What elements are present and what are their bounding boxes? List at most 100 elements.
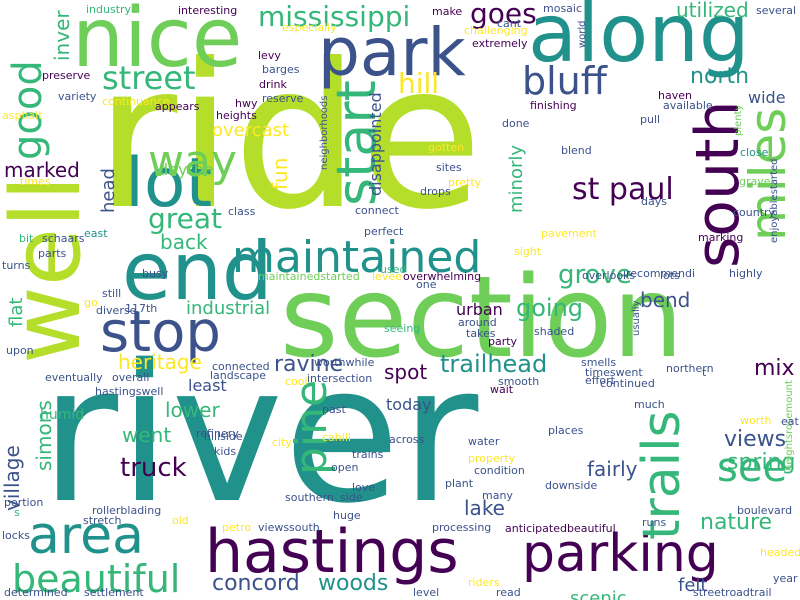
word-neighborhoods: neighborhoods — [319, 95, 330, 171]
word-gotten: gotten — [428, 141, 465, 154]
word-inver: inver — [50, 10, 74, 61]
word-several: several — [756, 4, 797, 17]
word-schaars: schaars — [42, 232, 85, 245]
word-spot: spot — [384, 360, 428, 384]
word-worth: worth — [740, 414, 772, 427]
word-truck: truck — [120, 453, 187, 483]
word-cant: cant — [497, 17, 522, 30]
word-side: side — [340, 491, 363, 504]
word-love: love — [352, 481, 376, 494]
word-north: north — [690, 64, 750, 89]
word-ride: ride — [95, 21, 483, 254]
word-overall: overall — [112, 371, 150, 384]
word-sight: sight — [514, 245, 542, 258]
word-disappointed: disappointed — [366, 92, 385, 196]
word-times: times — [20, 175, 51, 188]
word-kids: kids — [214, 445, 237, 458]
word-lot: lot — [125, 144, 213, 223]
word-scenic: scenic — [570, 588, 627, 600]
word-busy: busy — [142, 267, 169, 280]
word-wide: wide — [748, 88, 786, 107]
word-much: much — [634, 398, 665, 411]
word-turns: turns — [2, 259, 31, 272]
word-see: see — [717, 445, 788, 491]
word-petro: petro — [222, 521, 252, 534]
word-area: area — [28, 506, 144, 566]
word-mix: mix — [754, 356, 795, 381]
word-refinery: refinery — [196, 427, 239, 440]
word-used: used — [380, 263, 407, 276]
word-drops: drops — [420, 185, 451, 198]
word-went: went — [122, 423, 172, 447]
word-blend: blend — [561, 144, 592, 157]
word-east: east — [84, 227, 108, 240]
word-streetroadtrail: streetroadtrail — [693, 586, 772, 599]
word-highly: highly — [729, 267, 763, 280]
word-park: park — [318, 14, 466, 91]
word-downside: downside — [545, 479, 598, 492]
word-city: city — [272, 436, 292, 449]
word-headed: headed — [760, 546, 800, 559]
word-still: still — [102, 287, 122, 300]
word-nature: nature — [700, 510, 773, 535]
word-rollerblading: rollerblading — [92, 504, 162, 517]
word-asphalt: asphalt — [2, 109, 43, 122]
word-heights: heights — [216, 109, 257, 122]
word-mosaic: mosaic — [543, 2, 583, 15]
word-shaded: shaded — [534, 325, 575, 338]
word-maintained: maintained — [232, 232, 482, 283]
word-reserve: reserve — [262, 92, 304, 105]
word-haven: haven — [658, 89, 692, 102]
word-around: around — [458, 316, 497, 329]
word-lower: lower — [165, 398, 220, 422]
word-party: party — [488, 335, 518, 348]
word-many: many — [482, 489, 513, 502]
word-boulevard: boulevard — [737, 504, 793, 517]
word-mississippi: mississippi — [258, 0, 411, 33]
word-extremely: extremely — [472, 37, 528, 50]
word-stretch: stretch — [83, 514, 122, 527]
word-hill: hill — [398, 67, 440, 100]
word-urban: urban — [456, 300, 503, 319]
word-eat: eat — [781, 415, 799, 428]
word-grove: grove — [558, 260, 632, 290]
word-bend: bend — [640, 288, 691, 312]
word-water: water — [468, 435, 500, 448]
word-barges: barges — [262, 63, 300, 76]
word-challenging: challenging — [464, 24, 528, 37]
word-effort: effort — [585, 374, 615, 387]
word-concord: concord — [212, 571, 300, 596]
word-hastingswell: hastingswell — [95, 385, 164, 398]
word-perfect: perfect — [364, 225, 404, 238]
word-portion: portion — [4, 496, 44, 509]
word-done: done — [502, 117, 530, 130]
word-trailhead: trailhead — [440, 350, 548, 378]
word-woods: woods — [318, 571, 389, 596]
word-northern: northern — [666, 362, 714, 375]
word-southern: southern — [285, 491, 334, 504]
word-lake: lake — [464, 496, 505, 520]
word-year: year — [773, 572, 798, 585]
word-takes: takes — [466, 327, 496, 340]
word-levy: levy — [258, 49, 281, 62]
word-open: open — [331, 461, 359, 474]
word-smells: smells — [581, 356, 617, 369]
word-lots: lots — [660, 269, 680, 282]
word-worthwhile: worthwhile — [314, 356, 375, 369]
word-condition: condition — [474, 464, 525, 477]
word-marking: marking — [698, 231, 744, 244]
word-determined: determined — [4, 586, 68, 599]
word-property: property — [468, 452, 516, 465]
word-class: class — [228, 205, 256, 218]
word-connected: connected — [212, 360, 270, 373]
word-hillside: hillside — [204, 430, 243, 443]
word-section: section — [280, 253, 684, 383]
word-make: make — [432, 5, 463, 18]
word-pull: pull — [640, 113, 661, 126]
word-bluff: bluff — [522, 59, 607, 103]
word-head: head — [98, 168, 119, 213]
word-industrial: industrial — [186, 298, 271, 319]
word-beautiful: beautiful — [12, 557, 181, 600]
word-seeing: seeing — [384, 322, 421, 335]
